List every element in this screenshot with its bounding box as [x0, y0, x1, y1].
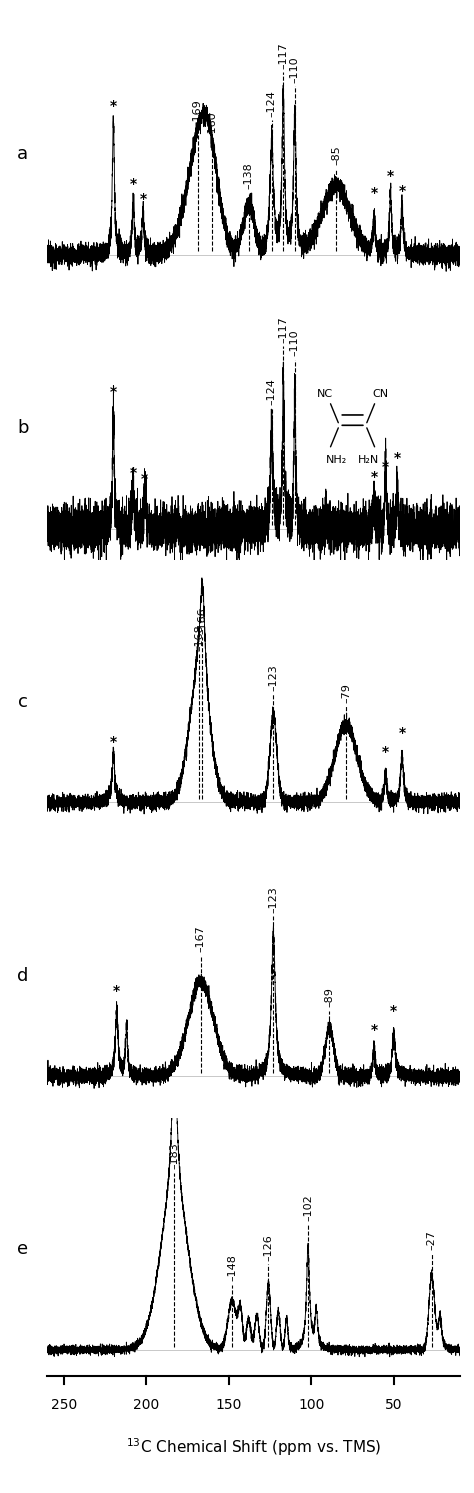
Text: H₂N: H₂N	[358, 455, 379, 464]
Text: *: *	[129, 178, 137, 191]
Text: –168: –168	[194, 624, 204, 651]
Text: NC: NC	[317, 390, 333, 399]
Text: *: *	[371, 185, 378, 200]
Text: –110: –110	[290, 57, 300, 82]
Text: b: b	[17, 420, 28, 437]
Text: *: *	[382, 745, 389, 758]
Text: –89: –89	[325, 987, 335, 1008]
Text: NH₂: NH₂	[326, 455, 347, 464]
Text: –123: –123	[268, 664, 278, 691]
Text: *: *	[371, 470, 378, 484]
Text: *: *	[390, 1003, 397, 1018]
Text: –79: –79	[341, 682, 351, 703]
Text: –169: –169	[192, 99, 202, 125]
Text: –166: –166	[198, 608, 208, 633]
Text: *: *	[399, 184, 406, 199]
Text: –138: –138	[244, 163, 254, 190]
Text: e: e	[17, 1241, 28, 1259]
Text: 200: 200	[133, 1399, 159, 1412]
Text: a: a	[17, 145, 28, 163]
Text: *: *	[113, 984, 120, 999]
Text: –124: –124	[267, 378, 277, 405]
Text: –27: –27	[427, 1230, 437, 1250]
Text: *: *	[110, 99, 117, 113]
Text: CN: CN	[373, 390, 389, 399]
Text: *: *	[371, 1023, 378, 1038]
Text: –167: –167	[196, 926, 206, 953]
Text: 250: 250	[51, 1399, 77, 1412]
Text: 100: 100	[298, 1399, 325, 1412]
Text: d: d	[17, 966, 28, 984]
Text: *: *	[387, 169, 394, 182]
Text: *: *	[110, 385, 117, 399]
Text: *: *	[393, 451, 401, 466]
Text: 50: 50	[385, 1399, 402, 1412]
Text: –148: –148	[227, 1254, 237, 1281]
Text: –117: –117	[278, 317, 288, 343]
Text: *: *	[399, 726, 406, 741]
Text: *: *	[382, 460, 389, 473]
Text: –124: –124	[267, 90, 277, 116]
Text: *: *	[129, 466, 137, 479]
Text: –183: –183	[169, 1142, 180, 1169]
Text: *: *	[141, 472, 148, 485]
Text: *: *	[110, 735, 117, 748]
Text: 150: 150	[216, 1399, 242, 1412]
Text: –85: –85	[331, 145, 341, 166]
Text: $^{13}$C Chemical Shift (ppm vs. TMS): $^{13}$C Chemical Shift (ppm vs. TMS)	[126, 1436, 381, 1457]
Text: *: *	[139, 191, 146, 206]
Text: –160: –160	[207, 110, 218, 137]
Text: c: c	[18, 693, 27, 711]
Text: –123: –123	[268, 885, 278, 912]
Text: –117: –117	[278, 42, 288, 69]
Text: –126: –126	[264, 1233, 273, 1260]
Text: –102: –102	[303, 1194, 313, 1221]
Text: –110: –110	[290, 330, 300, 357]
